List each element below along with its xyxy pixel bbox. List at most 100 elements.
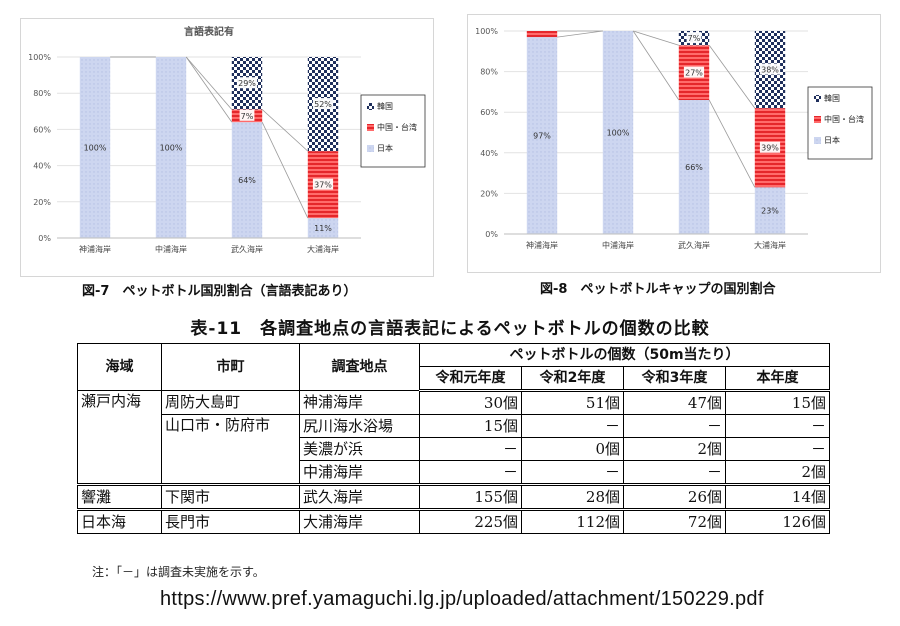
data-label: 39% [761, 144, 779, 153]
legend-label: 韓国 [824, 93, 840, 103]
cell-value: － [419, 437, 522, 461]
y-tick-label: 80% [480, 68, 498, 77]
cell-value: － [419, 460, 522, 485]
series-connector-line [261, 121, 309, 219]
bar-segment [602, 31, 634, 234]
legend-swatch [367, 145, 374, 152]
y-tick-label: 80% [33, 89, 51, 98]
bar-segment [526, 31, 558, 38]
bar-segment [526, 37, 558, 235]
legend-swatch [367, 103, 374, 110]
cell-value: － [521, 414, 624, 438]
cell-site: 美濃が浜 [299, 437, 420, 461]
data-label-bg [759, 141, 781, 153]
cell-value: 2個 [724, 460, 831, 485]
bar-segment [678, 100, 710, 235]
figure-8-caption: 図-8 ペットボトルキャップの国別割合 [540, 282, 776, 297]
cell-value: － [724, 414, 831, 438]
figure-7-caption: 図-7 ペットボトル国別割合（言語表記あり） [82, 284, 357, 299]
x-tick-label: 大浦海岸 [754, 240, 786, 250]
cell-value: 51個 [521, 390, 624, 415]
x-tick-label: 武久海岸 [678, 240, 710, 250]
table-row: 瀬戸内海 周防大島町 神浦海岸 30個 51個 47個 15個 [77, 390, 831, 485]
data-label: 27% [685, 69, 703, 78]
legend-swatch [814, 95, 821, 102]
header-site: 調査地点 [299, 343, 420, 391]
data-label: 64% [238, 176, 256, 185]
y-tick-label: 20% [480, 189, 498, 198]
data-label: 66% [685, 163, 703, 172]
legend-label: 中国・台湾 [377, 122, 417, 132]
data-label-bg [312, 98, 334, 110]
cell-sea: 響灘 [77, 483, 162, 510]
cell-sea: 日本海 [77, 508, 162, 534]
data-label: 7% [241, 112, 254, 121]
series-connector-line [557, 30, 603, 38]
cell-value: 14個 [724, 483, 831, 510]
data-label: 23% [761, 207, 779, 216]
y-tick-label: 20% [33, 198, 51, 207]
data-label-bg [759, 63, 781, 75]
y-tick-label: 0% [38, 234, 51, 243]
chart-panel-fig8: 0% 20% 40% 60% 80% 100% 97% 100% 66% 27% 7% 23% 39% 3… [467, 14, 881, 273]
header-year: 令和元年度 [419, 366, 522, 392]
data-label: 52% [314, 100, 332, 109]
cell-value: 0個 [521, 437, 624, 461]
data-label: 100% [84, 144, 107, 153]
x-tick-label: 武久海岸 [231, 244, 263, 254]
table-note: 注：「－」は調査未実施を示す。 [92, 565, 265, 579]
table-row: 響灘 下関市 武久海岸 155個 28個 26個 14個 [77, 483, 831, 510]
bar-segment [155, 57, 187, 238]
data-label: 100% [160, 144, 183, 153]
x-tick-label: 中浦海岸 [602, 240, 634, 250]
cell-value: － [724, 437, 831, 461]
header-year: 令和2年度 [521, 366, 624, 392]
legend-swatch [367, 124, 374, 131]
cell-value: 126個 [724, 508, 831, 534]
table-row: 日本海 長門市 大浦海岸 225個 112個 72個 126個 [77, 508, 831, 534]
data-label: 37% [314, 181, 332, 190]
header-count-group: ペットボトルの個数（50m当たり） [418, 343, 831, 367]
data-label: 97% [533, 132, 551, 141]
chart-title: 言語表記有 [184, 25, 234, 38]
data-label: 100% [607, 129, 630, 138]
cell-value: 30個 [419, 390, 522, 415]
data-label: 11% [314, 224, 332, 233]
cell-site: 大浦海岸 [299, 508, 420, 534]
data-label-bg [683, 66, 705, 78]
cell-value: － [521, 460, 624, 485]
stacked-bar-chart-fig8: 0% 20% 40% 60% 80% 100% 97% 100% 66% 27% 7% 23% 39% 3… [475, 27, 873, 250]
stacked-bar-chart-fig7: 言語表記有 0% 20% 40% 60% 80% 100% 100% 100% 64% 7% 29% 1… [28, 25, 426, 254]
y-tick-label: 40% [33, 162, 51, 171]
header-sea-area: 海域 [77, 343, 162, 391]
cell-city: 周防大島町 [161, 390, 300, 415]
bar-segment [754, 187, 786, 234]
cell-value: 26個 [623, 483, 726, 510]
data-label-bg [686, 32, 702, 44]
cell-value: 155個 [419, 483, 522, 510]
data-label-bg [239, 109, 255, 121]
source-url: https://www.pref.yamaguchi.lg.jp/uploade… [160, 588, 764, 610]
series-connector-line [708, 99, 756, 188]
y-tick-label: 40% [480, 149, 498, 158]
data-label: 7% [688, 34, 701, 43]
cell-value: 15個 [724, 390, 831, 415]
cell-value: － [623, 460, 726, 485]
cell-value: 15個 [419, 414, 522, 438]
chart-panel-fig7: 言語表記有 0% 20% 40% 60% 80% 100% 100% 100% 64% 7% 29% 1… [20, 18, 434, 277]
header-city: 市町 [161, 343, 300, 391]
legend-label: 日本 [377, 143, 393, 153]
y-tick-label: 60% [480, 108, 498, 117]
series-connector-line [185, 56, 233, 123]
y-tick-label: 0% [485, 230, 498, 239]
cell-value: 28個 [521, 483, 624, 510]
series-connector-line [261, 109, 309, 152]
x-tick-label: 中浦海岸 [155, 244, 187, 254]
cell-value: 225個 [419, 508, 522, 534]
bar-segment [79, 57, 111, 238]
cell-site: 尻川海水浴場 [299, 414, 420, 438]
x-tick-label: 大浦海岸 [307, 244, 339, 254]
table-row: 山口市・防府市 尻川海水浴場 15個 － － － [78, 414, 831, 485]
